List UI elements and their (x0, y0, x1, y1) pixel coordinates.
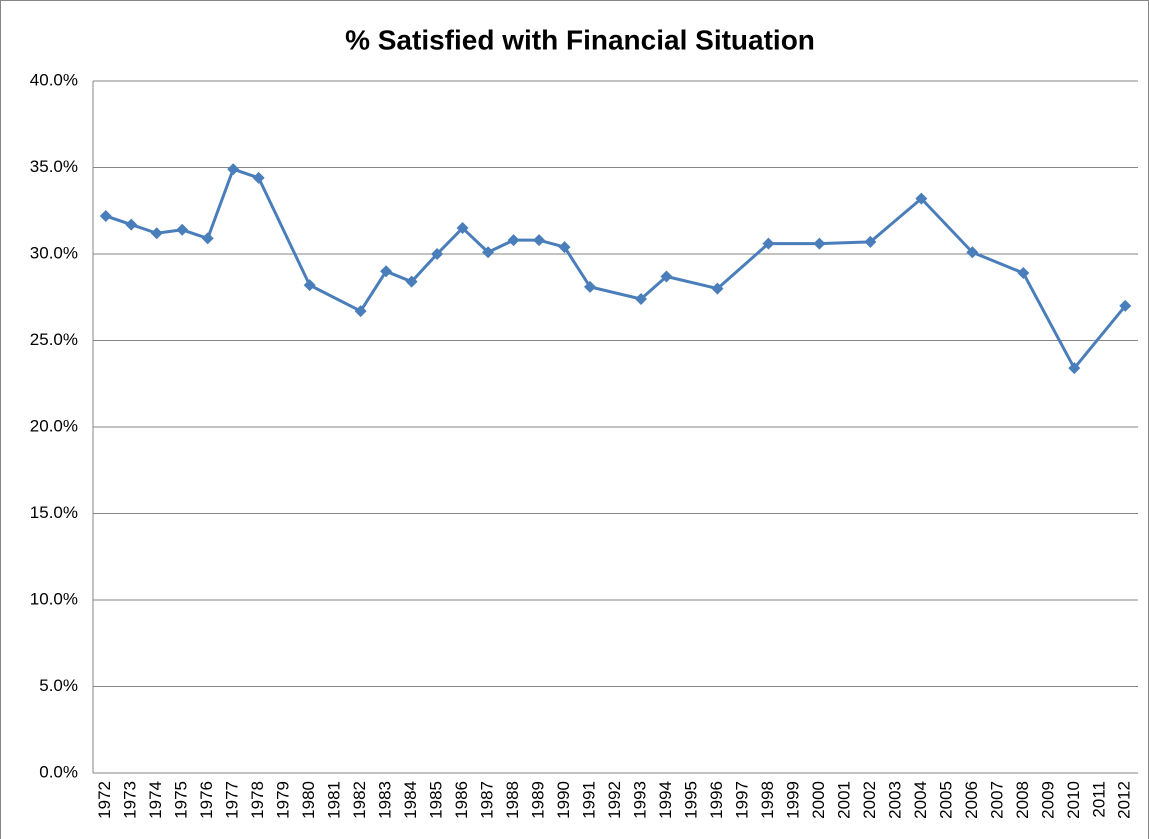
x-tick-label: 1993 (630, 781, 649, 819)
chart-title: % Satisfied with Financial Situation (345, 24, 815, 55)
marker (482, 246, 495, 259)
x-tick-label: 1980 (299, 781, 318, 819)
y-tick-label: 40.0% (30, 70, 78, 89)
marker (533, 234, 546, 247)
x-tick-label: 1981 (325, 781, 344, 819)
x-tick-label: 1979 (274, 781, 293, 819)
x-tick-label: 1995 (681, 781, 700, 819)
x-tick-label: 1997 (732, 781, 751, 819)
marker (864, 235, 877, 248)
x-tick-label: 1976 (197, 781, 216, 819)
x-tick-label: 2011 (1089, 781, 1108, 818)
marker (405, 275, 418, 288)
x-tick-label: 2010 (1064, 781, 1083, 819)
marker (813, 237, 826, 250)
x-tick-label: 2007 (987, 781, 1006, 819)
marker (252, 171, 265, 184)
marker (711, 282, 724, 295)
x-tick-label: 1987 (478, 781, 497, 819)
x-tick-label: 1991 (579, 781, 598, 819)
y-tick-label: 10.0% (30, 589, 78, 608)
marker (1119, 299, 1132, 312)
marker (558, 241, 571, 254)
marker (125, 218, 138, 231)
x-tick-label: 1985 (427, 781, 446, 819)
y-tick-label: 0.0% (39, 762, 78, 781)
x-tick-label: 1973 (121, 781, 140, 819)
x-tick-label: 2003 (885, 781, 904, 819)
marker (584, 280, 597, 293)
x-tick-label: 1994 (656, 781, 675, 819)
marker (150, 227, 163, 240)
marker (380, 265, 393, 278)
marker (99, 209, 112, 222)
x-tick-label: 2002 (860, 781, 879, 819)
x-tick-label: 1983 (376, 781, 395, 819)
y-tick-label: 30.0% (30, 243, 78, 262)
x-tick-label: 1975 (172, 781, 191, 819)
x-tick-label: 2012 (1115, 781, 1134, 819)
x-tick-label: 1977 (223, 781, 242, 819)
x-tick-label: 2005 (936, 781, 955, 819)
marker (507, 234, 520, 247)
marker (303, 279, 316, 292)
x-tick-label: 2001 (834, 781, 853, 819)
x-tick-label: 1996 (707, 781, 726, 819)
x-tick-label: 1982 (350, 781, 369, 819)
y-tick-label: 25.0% (30, 330, 78, 349)
marker (431, 248, 444, 260)
y-tick-label: 35.0% (30, 157, 78, 176)
marker (660, 270, 673, 283)
marker (176, 223, 189, 236)
x-tick-label: 1972 (95, 781, 114, 819)
x-tick-label: 2009 (1038, 781, 1057, 819)
marker (201, 232, 214, 245)
marker (634, 292, 647, 305)
x-tick-label: 1992 (605, 781, 624, 819)
y-tick-label: 5.0% (39, 676, 78, 695)
x-tick-label: 1984 (401, 781, 420, 819)
marker (1017, 267, 1030, 280)
marker (762, 237, 775, 250)
y-tick-label: 15.0% (30, 503, 78, 522)
x-tick-label: 1990 (554, 781, 573, 819)
x-tick-label: 1999 (783, 781, 802, 819)
x-tick-label: 1989 (529, 781, 548, 819)
marker (354, 305, 367, 318)
x-tick-label: 2006 (962, 781, 981, 819)
marker (966, 246, 979, 259)
marker (1068, 362, 1081, 375)
y-tick-label: 20.0% (30, 416, 78, 435)
x-tick-label: 2004 (911, 781, 930, 819)
x-tick-label: 1978 (248, 781, 267, 819)
x-tick-label: 1974 (146, 781, 165, 819)
marker (456, 222, 469, 235)
x-tick-label: 2000 (809, 781, 828, 819)
marker (915, 192, 928, 205)
x-tick-label: 1988 (503, 781, 522, 819)
x-tick-label: 2008 (1013, 781, 1032, 819)
x-tick-label: 1986 (452, 781, 471, 819)
marker (227, 163, 240, 176)
x-tick-label: 1998 (758, 781, 777, 819)
